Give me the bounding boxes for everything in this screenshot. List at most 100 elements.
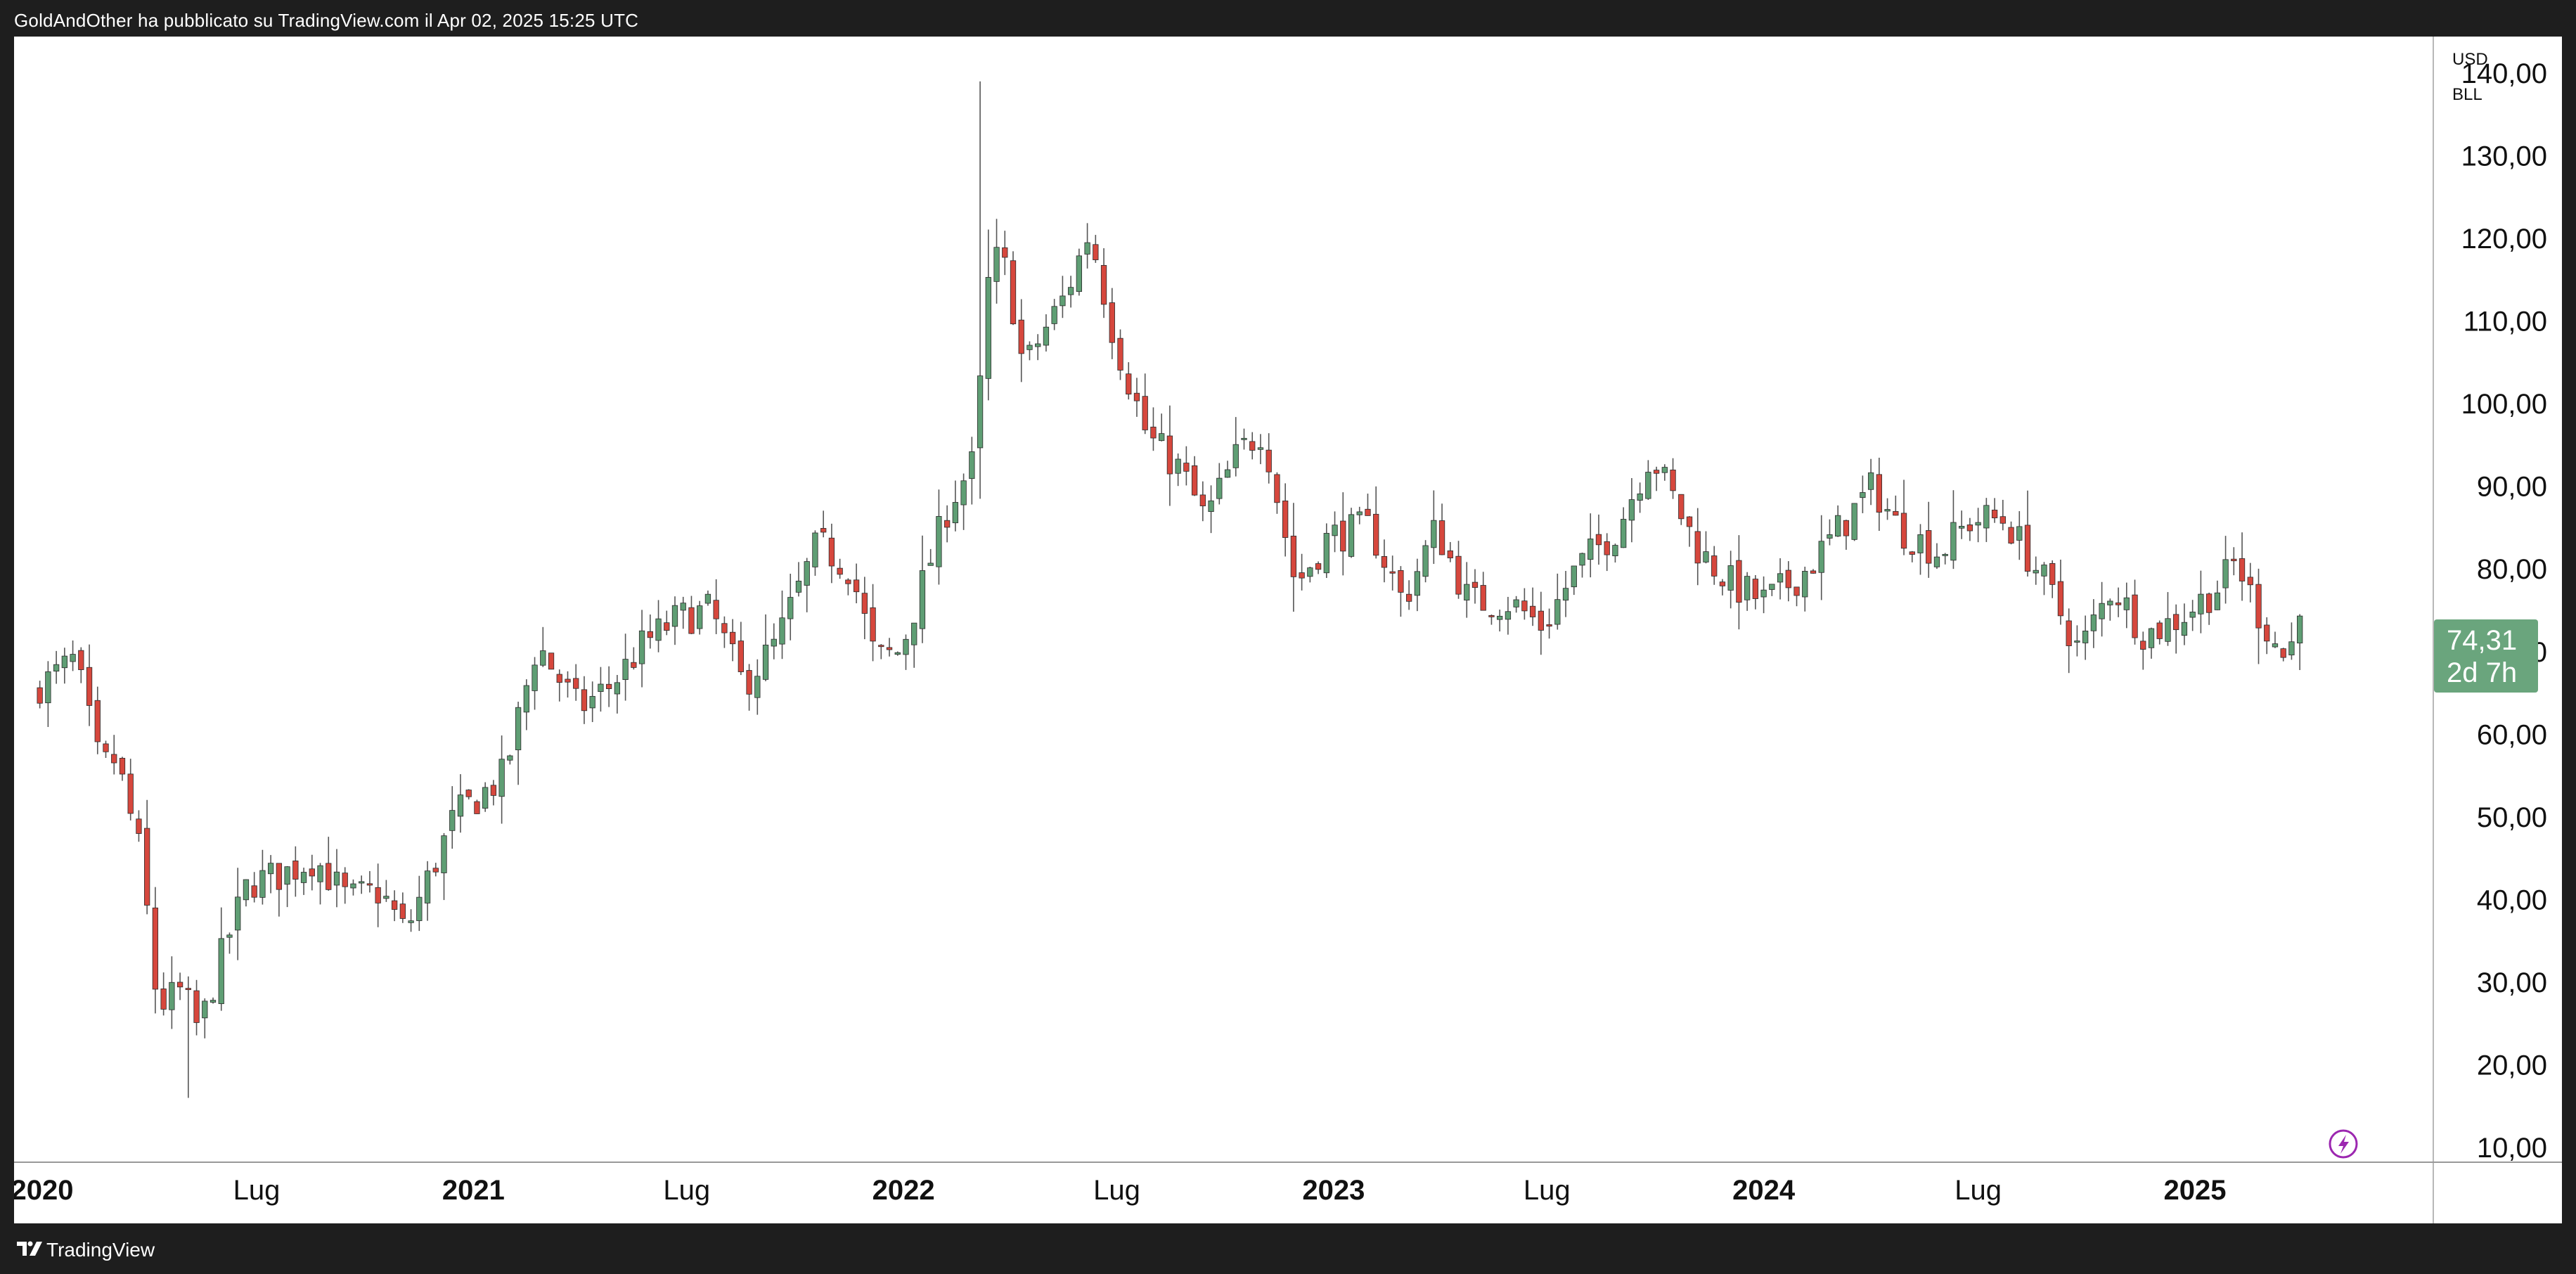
price-axis[interactable]: USD BLL 10,0020,0030,0040,0050,0060,0070… bbox=[2433, 37, 2547, 1223]
candle-body bbox=[1060, 295, 1066, 307]
candle bbox=[226, 932, 233, 954]
candle bbox=[1067, 276, 1074, 308]
candle-body bbox=[655, 618, 662, 641]
candle bbox=[2057, 560, 2064, 625]
last-price-value: 74,31 bbox=[2447, 625, 2517, 656]
candlestick-chart[interactable]: USD BLL 10,0020,0030,0040,0050,0060,0070… bbox=[14, 37, 2562, 1223]
time-axis[interactable]: 2020 Lug 2021 Lug 2022 Lug 2023 Lug 2024 Lug 2025 bbox=[14, 1162, 2562, 1206]
candle bbox=[565, 671, 571, 698]
candle bbox=[2189, 600, 2196, 631]
candle-body bbox=[210, 1000, 217, 1003]
candle bbox=[532, 657, 538, 710]
candle-body bbox=[721, 623, 728, 633]
candle-body bbox=[61, 655, 67, 669]
x-tick-label: 2021 bbox=[442, 1175, 505, 1206]
candle bbox=[523, 679, 529, 731]
candle-body bbox=[1299, 572, 1305, 579]
lightning-icon[interactable] bbox=[2329, 1129, 2358, 1159]
candle-body bbox=[441, 835, 447, 873]
candle bbox=[391, 890, 398, 922]
candle-body bbox=[1497, 615, 1503, 620]
candle bbox=[2297, 614, 2303, 671]
candle bbox=[1703, 531, 1709, 564]
candle-body bbox=[771, 638, 777, 647]
tradingview-logo-icon[interactable] bbox=[15, 1237, 44, 1260]
candle-body bbox=[1199, 494, 1206, 506]
candle-body bbox=[1315, 563, 1322, 570]
candle-body bbox=[1835, 515, 1841, 537]
candle bbox=[795, 562, 802, 597]
candle-body bbox=[1175, 458, 1181, 474]
candle bbox=[1637, 482, 1643, 513]
candle-body bbox=[605, 683, 612, 689]
brand-name[interactable]: TradingView bbox=[46, 1239, 155, 1261]
y-tick-label: 110,00 bbox=[2464, 307, 2547, 337]
candle-body bbox=[202, 1000, 208, 1019]
candle-body bbox=[226, 934, 233, 938]
candle bbox=[1867, 458, 1874, 506]
candle-body bbox=[1933, 556, 1940, 567]
candle bbox=[1909, 551, 1915, 562]
candle bbox=[1488, 614, 1495, 625]
candle bbox=[573, 664, 579, 701]
candle bbox=[638, 610, 645, 688]
candle bbox=[697, 600, 703, 635]
publish-info: GoldAndOther ha pubblicato su TradingVie… bbox=[14, 10, 639, 31]
candle-body bbox=[729, 631, 736, 645]
x-tick-label: 2025 bbox=[2164, 1175, 2227, 1206]
candle bbox=[210, 997, 217, 1004]
candle-body bbox=[218, 938, 224, 1004]
candle-body bbox=[70, 654, 76, 662]
candle bbox=[2107, 598, 2113, 621]
candle-body bbox=[309, 868, 315, 877]
candle-body bbox=[1628, 499, 1635, 521]
candle-body bbox=[416, 896, 423, 921]
candle-body bbox=[1686, 516, 1693, 527]
candle bbox=[1818, 515, 1824, 600]
candle-body bbox=[1356, 511, 1363, 515]
candle-body bbox=[878, 645, 884, 648]
candle bbox=[1777, 558, 1784, 600]
candle bbox=[78, 647, 84, 683]
candle-body bbox=[1431, 520, 1437, 548]
candle-body bbox=[927, 562, 934, 566]
candle-body bbox=[1422, 545, 1429, 577]
candle-body bbox=[1909, 551, 1915, 555]
candle bbox=[350, 879, 356, 896]
candle-body bbox=[326, 863, 332, 890]
candle-body bbox=[424, 870, 431, 903]
candle bbox=[2148, 627, 2155, 659]
candle bbox=[927, 548, 934, 566]
candle-body bbox=[1232, 444, 1239, 468]
candle-body bbox=[680, 603, 686, 611]
candle bbox=[259, 849, 266, 905]
candle-body bbox=[366, 883, 373, 886]
candle bbox=[704, 590, 711, 606]
candle bbox=[2288, 622, 2295, 660]
candle bbox=[1933, 543, 1940, 570]
candle bbox=[853, 563, 860, 604]
candle-body bbox=[1900, 513, 1907, 549]
candle bbox=[2066, 608, 2072, 674]
candle bbox=[399, 892, 406, 923]
candle bbox=[276, 863, 283, 917]
candle-body bbox=[1876, 474, 1882, 513]
candle-body bbox=[1010, 260, 1017, 325]
candle bbox=[1827, 519, 1833, 546]
x-tick-label: Lug bbox=[233, 1175, 281, 1206]
candle-body bbox=[2165, 618, 2171, 642]
candle bbox=[1043, 314, 1050, 352]
candle bbox=[1084, 223, 1090, 269]
chart-area[interactable]: USD BLL 10,0020,0030,0040,0050,0060,0070… bbox=[14, 37, 2562, 1223]
candle bbox=[2082, 615, 2089, 660]
candle bbox=[1926, 501, 1932, 578]
candle bbox=[1628, 477, 1635, 543]
candle bbox=[490, 780, 497, 806]
candle-body bbox=[342, 873, 348, 887]
candle bbox=[218, 907, 224, 1011]
candle bbox=[903, 634, 909, 670]
candle-body bbox=[1241, 437, 1247, 440]
candle-body bbox=[284, 866, 290, 885]
candle bbox=[721, 616, 728, 648]
candle bbox=[300, 868, 307, 895]
